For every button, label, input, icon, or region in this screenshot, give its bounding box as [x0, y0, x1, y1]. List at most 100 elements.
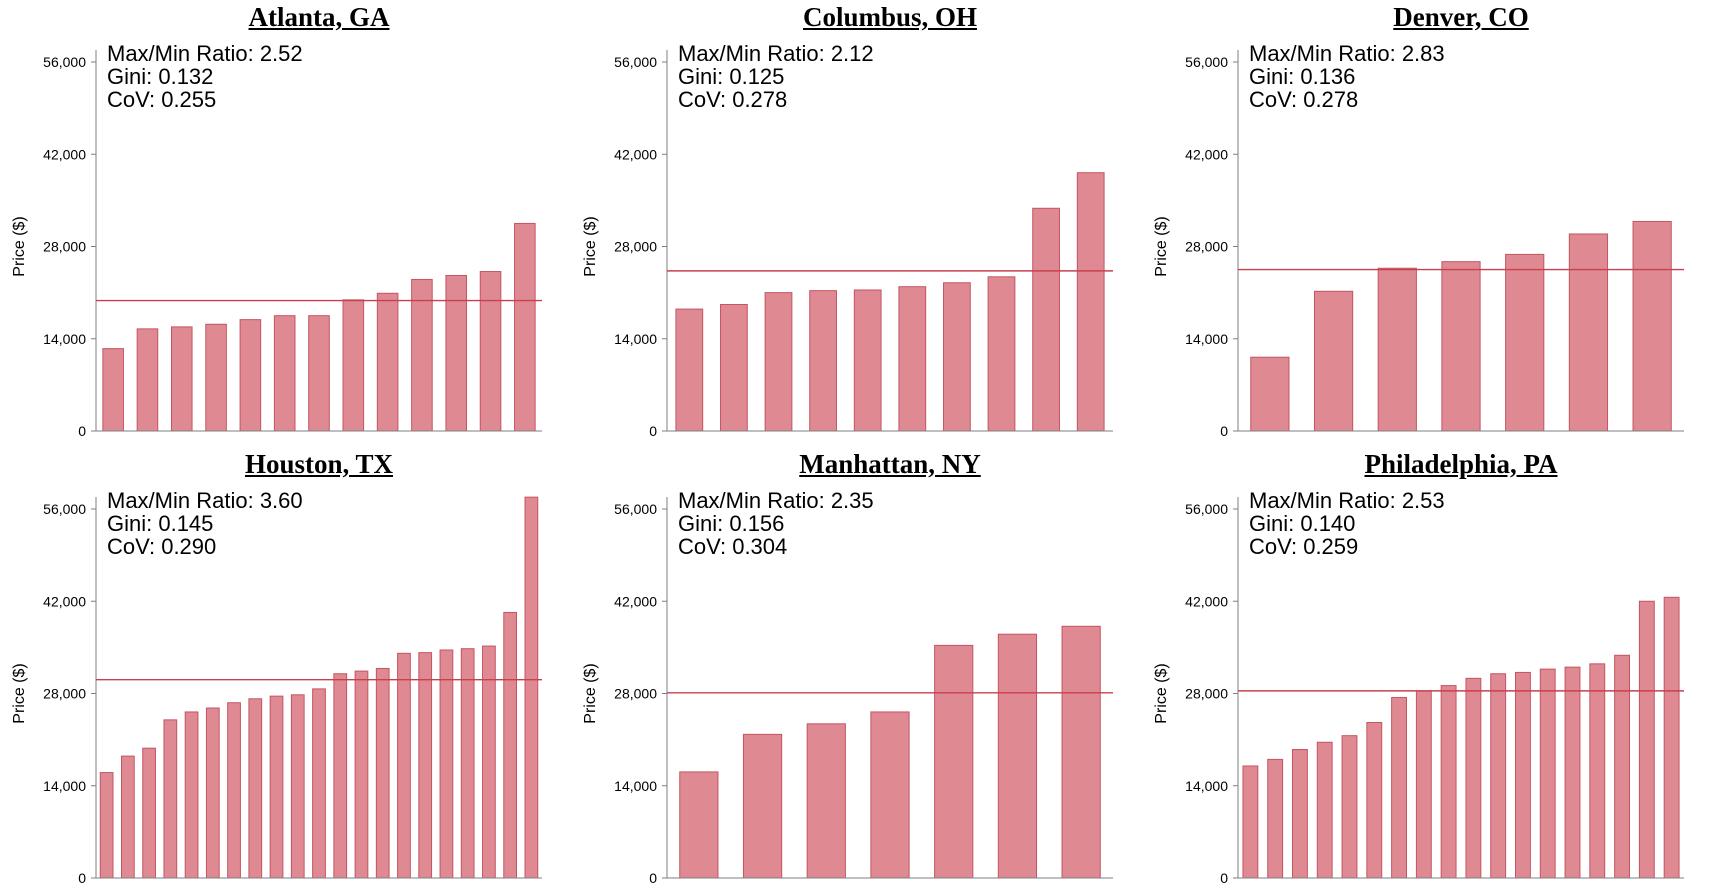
bar [269, 695, 284, 879]
bar [163, 719, 178, 879]
stat-label: CoV: 0.255 [107, 87, 216, 112]
y-tick-label: 28,000 [43, 686, 86, 702]
bar [679, 771, 719, 879]
bar [809, 290, 837, 432]
chart-panel: 0 14,000 28,000 42,000 56,000 Price ($) Max/Mi… [1142, 0, 1713, 442]
bar [514, 222, 536, 432]
y-axis-label: Price ($) [582, 216, 599, 276]
bar [1313, 290, 1354, 432]
chart-panel: 0 14,000 28,000 42,000 56,000 Price ($) Max/Mi… [1142, 447, 1713, 889]
y-axis-label: Price ($) [1153, 216, 1170, 276]
y-tick-label: 56,000 [1185, 54, 1228, 70]
bar [524, 496, 539, 879]
y-tick-label: 42,000 [1185, 146, 1228, 162]
y-tick-label: 28,000 [1185, 239, 1228, 255]
bar [239, 319, 262, 432]
y-tick-label: 14,000 [43, 331, 86, 347]
stat-label: Gini: 0.132 [107, 64, 213, 89]
stat-label: Max/Min Ratio: 2.52 [107, 41, 303, 66]
bar [898, 286, 927, 432]
chart-title: Atlanta, GA [248, 2, 390, 32]
bar [1589, 663, 1606, 879]
bar [184, 711, 199, 879]
y-tick-label: 42,000 [614, 146, 657, 162]
bar [248, 698, 263, 879]
y-tick-label: 14,000 [614, 331, 657, 347]
bar [675, 308, 704, 432]
bar [227, 702, 241, 879]
bar [312, 688, 326, 879]
y-tick-label: 0 [1220, 870, 1228, 886]
bar [1076, 172, 1105, 432]
bar [1267, 758, 1284, 879]
bar [1061, 625, 1101, 879]
y-tick-label: 0 [1220, 423, 1228, 439]
y-axis-label: Price ($) [1153, 663, 1170, 723]
y-tick-label: 56,000 [614, 54, 657, 70]
stat-label: Max/Min Ratio: 3.60 [107, 488, 303, 513]
y-tick-label: 28,000 [1185, 686, 1228, 702]
bar [1568, 233, 1609, 432]
bar [482, 645, 496, 879]
stat-label: Gini: 0.125 [678, 64, 784, 89]
bar [1316, 741, 1333, 879]
chart-panel: 0 14,000 28,000 42,000 56,000 Price ($) Max/Mi… [0, 447, 571, 889]
bar [273, 315, 296, 432]
y-axis-label: Price ($) [11, 663, 28, 723]
stat-label: Max/Min Ratio: 2.53 [1249, 488, 1445, 513]
bar [333, 673, 348, 879]
bar-chart: 0 14,000 28,000 42,000 56,000 Price ($) Max/Mi… [582, 488, 1113, 886]
y-tick-label: 14,000 [1185, 331, 1228, 347]
bar [1638, 600, 1655, 879]
chart-title: Columbus, OH [802, 2, 978, 32]
y-tick-label: 28,000 [43, 239, 86, 255]
bar [397, 652, 411, 879]
bar [102, 348, 124, 432]
bar [987, 276, 1016, 432]
y-tick-label: 42,000 [43, 146, 86, 162]
bar [806, 723, 846, 879]
stat-label: Max/Min Ratio: 2.35 [678, 488, 874, 513]
bar [342, 299, 365, 432]
y-tick-label: 0 [649, 423, 657, 439]
bar [142, 747, 156, 879]
y-tick-label: 42,000 [43, 593, 86, 609]
bar [205, 323, 227, 432]
bar [308, 315, 330, 432]
bar-chart: 0 14,000 28,000 42,000 56,000 Price ($) Max/Mi… [582, 41, 1113, 439]
bar [1377, 267, 1417, 432]
bar [1505, 253, 1545, 432]
bar [503, 611, 518, 879]
chart-title: Houston, TX [244, 449, 394, 479]
y-tick-label: 14,000 [1185, 778, 1228, 794]
stat-label: Max/Min Ratio: 2.83 [1249, 41, 1445, 66]
bar [1465, 677, 1482, 879]
stat-label: CoV: 0.304 [678, 534, 787, 559]
bar [1250, 356, 1290, 432]
bar [764, 292, 793, 432]
bar [290, 694, 305, 879]
stat-label: CoV: 0.278 [1249, 87, 1358, 112]
bar [1663, 596, 1680, 879]
y-tick-label: 42,000 [1185, 593, 1228, 609]
bar [445, 274, 468, 432]
bar [460, 648, 475, 879]
bar [1515, 671, 1531, 879]
bar [870, 711, 910, 879]
chart-title: Philadelphia, PA [1364, 449, 1558, 479]
y-tick-label: 0 [649, 870, 657, 886]
bar [1490, 673, 1507, 879]
y-tick-label: 14,000 [614, 778, 657, 794]
bar [1415, 690, 1432, 879]
bar [1292, 749, 1308, 879]
stat-label: Gini: 0.145 [107, 511, 213, 536]
y-axis-label: Price ($) [582, 663, 599, 723]
bar [120, 755, 135, 879]
chart-panel: 0 14,000 28,000 42,000 56,000 Price ($) Max/Mi… [571, 0, 1142, 442]
y-tick-label: 56,000 [614, 501, 657, 517]
stat-label: CoV: 0.278 [678, 87, 787, 112]
stat-label: CoV: 0.290 [107, 534, 216, 559]
stat-label: Gini: 0.136 [1249, 64, 1355, 89]
bar-chart: 0 14,000 28,000 42,000 56,000 Price ($) Max/Mi… [1153, 41, 1684, 439]
